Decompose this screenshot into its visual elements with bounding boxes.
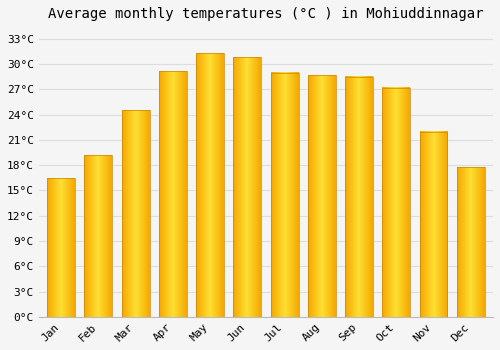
- Bar: [345, 77, 373, 317]
- Bar: [47, 178, 75, 317]
- Bar: [234, 57, 262, 317]
- Bar: [308, 75, 336, 317]
- Bar: [270, 72, 298, 317]
- Bar: [420, 132, 448, 317]
- Bar: [122, 111, 150, 317]
- Bar: [457, 167, 484, 317]
- Title: Average monthly temperatures (°C ) in Mohiuddinnagar: Average monthly temperatures (°C ) in Mo…: [48, 7, 484, 21]
- Bar: [84, 155, 112, 317]
- Bar: [159, 71, 187, 317]
- Bar: [382, 88, 410, 317]
- Bar: [196, 53, 224, 317]
